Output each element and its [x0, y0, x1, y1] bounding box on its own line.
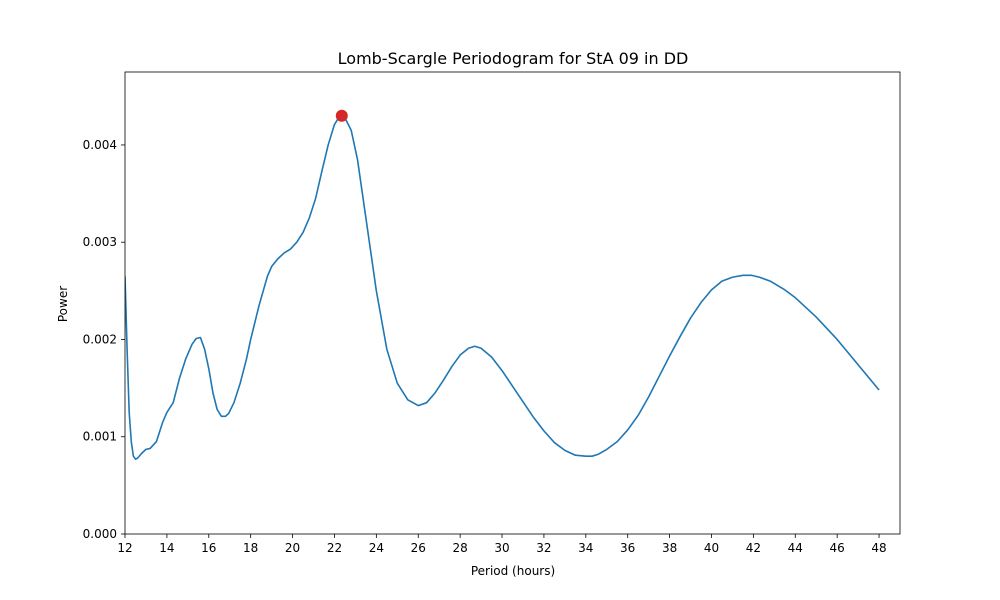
x-tick-label: 42	[746, 541, 761, 555]
x-tick-label: 24	[369, 541, 384, 555]
x-tick-label: 20	[285, 541, 300, 555]
x-tick-label: 32	[536, 541, 551, 555]
x-tick-label: 46	[830, 541, 845, 555]
x-tick-label: 26	[411, 541, 426, 555]
axes-frame	[124, 71, 901, 535]
y-axis-label: Power	[56, 286, 70, 322]
x-tick-label: 16	[201, 541, 216, 555]
x-tick-label: 30	[494, 541, 509, 555]
y-tick-label: 0.002	[83, 332, 117, 346]
x-axis-ticks: 12 14 16 18 20 22 24 26 28 30 32 34 36 38 40 42 44 46 48	[117, 534, 887, 555]
x-tick-label: 12	[117, 541, 132, 555]
x-tick-label: 34	[578, 541, 593, 555]
x-tick-label: 38	[662, 541, 677, 555]
x-tick-label: 48	[871, 541, 886, 555]
x-tick-label: 36	[620, 541, 635, 555]
x-axis-label: Period (hours)	[471, 564, 555, 578]
x-tick-label: 22	[327, 541, 342, 555]
x-tick-label: 18	[243, 541, 258, 555]
y-tick-label: 0.001	[83, 430, 117, 444]
x-tick-label: 44	[788, 541, 803, 555]
series-line-0	[125, 114, 880, 460]
y-axis-ticks: 0.000 0.001 0.002 0.003 0.004	[83, 138, 125, 541]
x-tick-label: 28	[452, 541, 467, 555]
x-tick-label: 40	[704, 541, 719, 555]
y-tick-label: 0.003	[83, 235, 117, 249]
y-tick-label: 0.000	[83, 527, 117, 541]
plot-area	[124, 71, 901, 535]
y-tick-label: 0.004	[83, 138, 117, 152]
x-tick-label: 14	[159, 541, 174, 555]
chart-title: Lomb-Scargle Periodogram for StA 09 in D…	[338, 49, 689, 68]
peak-marker	[335, 109, 348, 122]
